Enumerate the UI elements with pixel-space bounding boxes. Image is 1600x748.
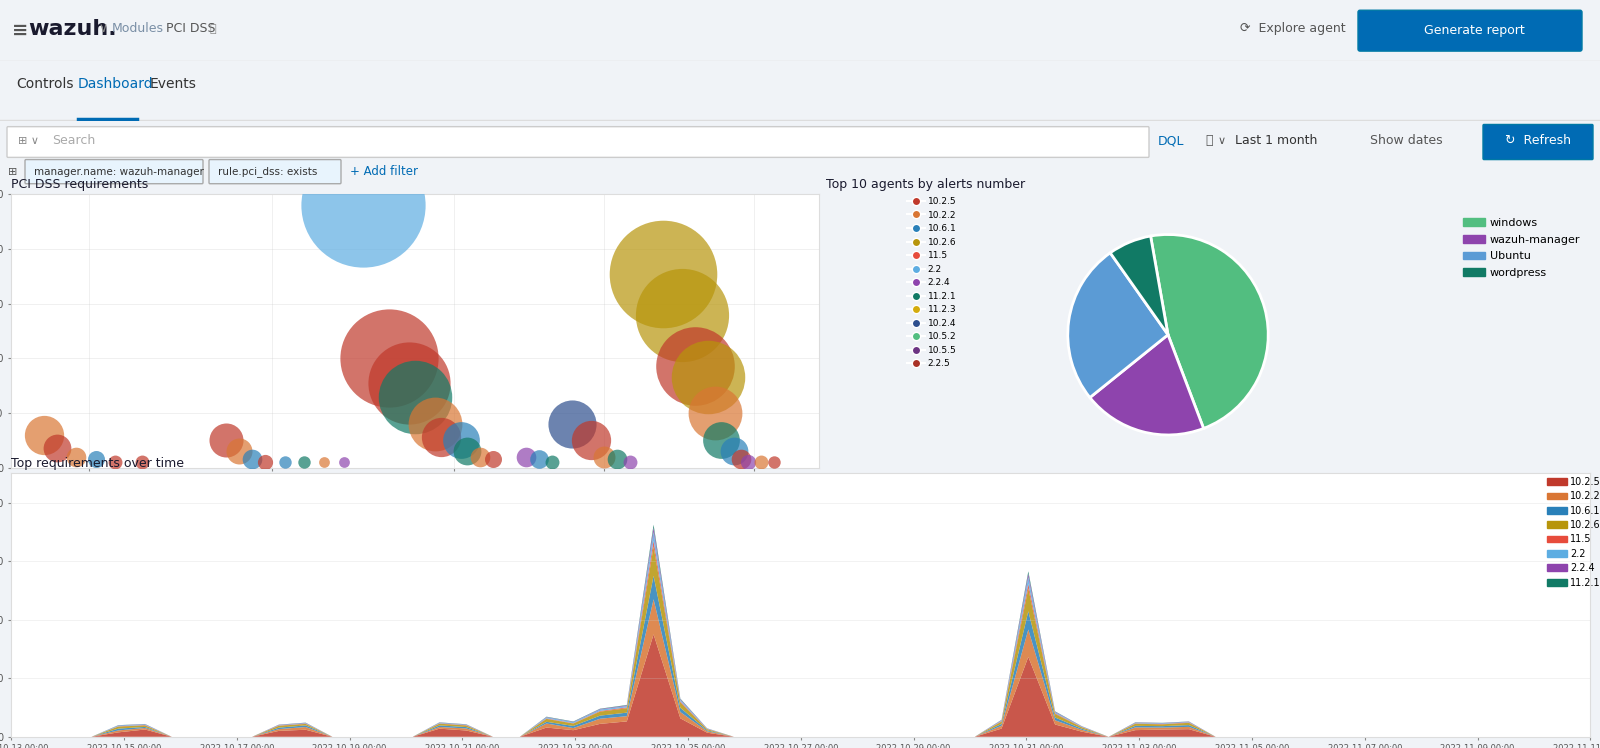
Point	[422, 418, 448, 430]
Text: + Add filter: + Add filter	[350, 165, 418, 178]
Point	[709, 434, 734, 446]
Text: ↻  Refresh: ↻ Refresh	[1506, 135, 1571, 147]
Point	[128, 456, 154, 468]
Point	[618, 456, 643, 468]
Point	[331, 456, 357, 468]
Point	[272, 456, 298, 468]
Text: ∨: ∨	[98, 22, 107, 35]
Text: Show dates: Show dates	[1370, 135, 1443, 147]
Point	[213, 434, 238, 446]
Point	[240, 453, 266, 465]
Point	[683, 361, 709, 373]
Point	[669, 309, 694, 321]
Point	[558, 418, 584, 430]
Text: Dashboard: Dashboard	[78, 77, 154, 91]
Point	[83, 453, 109, 465]
Text: Top 10 agents by alerts number: Top 10 agents by alerts number	[826, 177, 1024, 191]
X-axis label: timestamp per 12 hours: timestamp per 12 hours	[347, 491, 483, 500]
Point	[448, 434, 474, 446]
Point	[722, 445, 747, 457]
Point	[467, 450, 493, 462]
Point	[30, 429, 56, 441]
Text: PCI DSS requirements: PCI DSS requirements	[11, 177, 149, 191]
Text: Last 1 month: Last 1 month	[1235, 135, 1317, 147]
Point	[702, 407, 728, 419]
Point	[514, 450, 539, 462]
FancyBboxPatch shape	[1358, 10, 1582, 51]
Text: Controls: Controls	[16, 77, 74, 91]
Text: ⊞ ∨: ⊞ ∨	[18, 136, 38, 146]
Point	[696, 372, 722, 384]
Text: Search: Search	[51, 135, 96, 147]
Legend: windows, wazuh-manager, Ubuntu, wordpress: windows, wazuh-manager, Ubuntu, wordpres…	[1459, 214, 1586, 283]
Point	[253, 456, 278, 468]
Text: DQL: DQL	[1158, 135, 1184, 147]
Point	[526, 453, 552, 465]
Point	[592, 450, 618, 462]
FancyBboxPatch shape	[210, 159, 341, 184]
Point	[454, 445, 480, 457]
Legend: 10.2.5, 10.2.2, 10.6.1, 10.2.6, 11.5, 2.2, 2.2.4, 11.2.1: 10.2.5, 10.2.2, 10.6.1, 10.2.6, 11.5, 2.…	[1544, 473, 1600, 592]
Text: ≡: ≡	[13, 21, 29, 40]
Point	[291, 456, 317, 468]
Text: Top requirements over time: Top requirements over time	[11, 456, 184, 470]
Point	[310, 456, 336, 468]
Text: Events: Events	[150, 77, 197, 91]
Wedge shape	[1150, 235, 1269, 429]
Point	[395, 377, 421, 389]
Point	[429, 432, 454, 444]
Text: Generate report: Generate report	[1416, 24, 1525, 37]
Point	[403, 390, 429, 402]
Text: ⊞: ⊞	[8, 167, 18, 177]
Point	[539, 456, 565, 468]
Text: ∨: ∨	[1218, 136, 1226, 146]
Wedge shape	[1110, 236, 1168, 335]
Point	[376, 352, 402, 364]
Point	[45, 442, 70, 454]
Text: rule.pci_dss: exists: rule.pci_dss: exists	[218, 166, 317, 177]
Text: ⓘ: ⓘ	[210, 24, 216, 34]
Text: Modules: Modules	[112, 22, 165, 35]
Point	[350, 200, 376, 212]
Text: PCI DSS: PCI DSS	[158, 22, 216, 35]
Point	[760, 456, 786, 468]
Wedge shape	[1090, 335, 1203, 435]
Legend: 10.2.5, 10.2.2, 10.6.1, 10.2.6, 11.5, 2.2, 2.2.4, 11.2.1, 11.2.3, 10.2.4, 10.5.2: 10.2.5, 10.2.2, 10.6.1, 10.2.6, 11.5, 2.…	[904, 194, 960, 372]
Point	[578, 434, 603, 446]
FancyBboxPatch shape	[26, 159, 203, 184]
Point	[747, 456, 773, 468]
Point	[728, 453, 754, 465]
FancyBboxPatch shape	[1483, 124, 1594, 159]
FancyBboxPatch shape	[6, 126, 1149, 157]
Text: ⟳  Explore agent: ⟳ Explore agent	[1240, 22, 1346, 35]
Point	[64, 450, 90, 462]
Point	[227, 445, 253, 457]
Point	[480, 453, 506, 465]
Text: ⧗: ⧗	[1205, 135, 1213, 147]
Point	[734, 456, 760, 468]
Wedge shape	[1067, 253, 1168, 397]
Point	[605, 453, 630, 465]
Text: manager.name: wazuh-manager: manager.name: wazuh-manager	[34, 167, 203, 177]
Point	[650, 268, 675, 280]
Point	[102, 456, 128, 468]
Text: wazuh.: wazuh.	[29, 19, 117, 39]
